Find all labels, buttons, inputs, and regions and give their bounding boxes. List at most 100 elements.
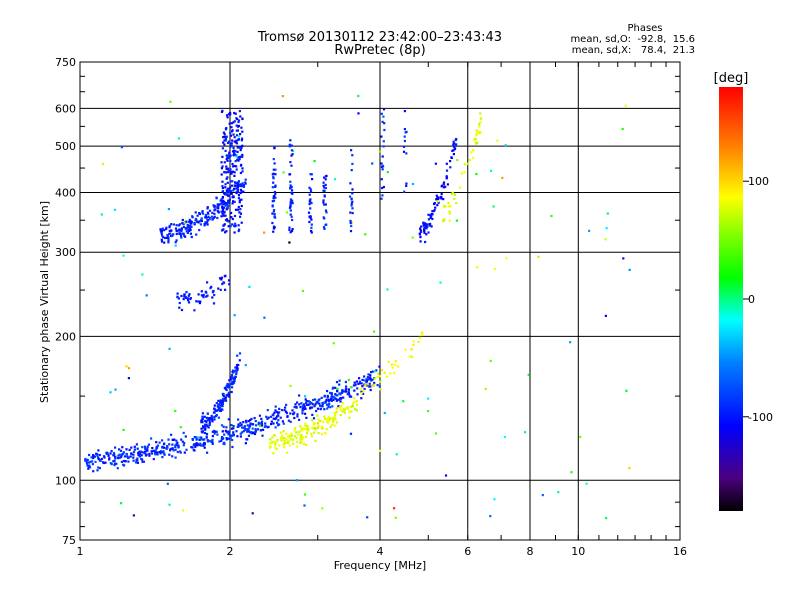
echo-point [251, 432, 255, 435]
echo-point [239, 435, 242, 438]
echo-point [291, 409, 294, 412]
echo-point [334, 397, 337, 400]
echo-point [181, 218, 184, 222]
echo-point [350, 224, 353, 228]
echo-point [379, 388, 382, 391]
echo-point [193, 309, 196, 312]
echo-point [373, 370, 376, 373]
y-tick-label: 200 [55, 330, 76, 343]
echo-point [177, 446, 180, 449]
echo-point [85, 460, 88, 463]
echo-point [225, 438, 228, 441]
echo-point [226, 116, 229, 119]
echo-point [272, 176, 275, 179]
echo-point [236, 435, 239, 438]
echo-point [329, 417, 332, 420]
data-points [84, 94, 631, 520]
echo-point [570, 471, 573, 474]
echo-point [118, 456, 121, 459]
echo-point [236, 189, 240, 192]
echo-point [204, 423, 207, 426]
echo-point [350, 204, 353, 207]
echo-point [442, 198, 445, 201]
echo-point [254, 428, 257, 431]
echo-point [355, 409, 358, 412]
echo-point [463, 171, 466, 174]
echo-point [452, 143, 455, 146]
echo-point [170, 223, 173, 226]
echo-point [381, 120, 384, 123]
echo-point [247, 427, 250, 431]
echo-point [351, 188, 354, 191]
echo-point [452, 153, 455, 156]
echo-point [299, 441, 302, 444]
echo-point [235, 142, 239, 145]
echo-point [224, 274, 227, 277]
echo-point [154, 451, 157, 454]
echo-point [237, 229, 240, 233]
echo-point [177, 229, 180, 232]
echo-point [183, 441, 186, 445]
echo-point [274, 193, 277, 196]
echo-point [579, 435, 582, 438]
echo-point [274, 185, 277, 188]
echo-point [114, 455, 117, 458]
echo-point [298, 418, 301, 421]
echo-point [479, 112, 482, 115]
echo-point [274, 173, 277, 176]
echo-point [231, 162, 234, 166]
echo-point [278, 407, 281, 410]
echo-point [175, 239, 178, 242]
echo-point [191, 438, 194, 441]
echo-point [168, 224, 171, 227]
echo-point [143, 445, 146, 448]
echo-point [200, 219, 203, 223]
echo-point [213, 212, 216, 215]
echo-point [342, 390, 345, 393]
echo-point [301, 429, 304, 432]
echo-point [240, 155, 243, 158]
echo-point [293, 429, 296, 432]
echo-point [228, 152, 231, 155]
echo-point [345, 385, 348, 388]
echo-point [373, 383, 376, 386]
echo-point [314, 403, 317, 406]
echo-point [448, 210, 451, 213]
echo-point [452, 140, 455, 143]
echo-point [386, 171, 389, 174]
echo-point [224, 149, 227, 152]
echo-point [231, 223, 234, 226]
echo-point [365, 378, 368, 381]
echo-point [373, 381, 376, 384]
echo-point [225, 394, 228, 397]
echo-point [317, 418, 320, 421]
echo-point [226, 181, 229, 184]
echo-point [444, 205, 447, 208]
echo-point [252, 423, 255, 426]
echo-point [271, 221, 274, 225]
echo-point [122, 463, 125, 466]
echo-point [223, 203, 226, 206]
echo-point [477, 130, 480, 133]
echo-point [85, 462, 89, 465]
echo-point [428, 224, 432, 227]
echo-point [537, 255, 540, 258]
echo-point [220, 161, 223, 164]
echo-point [239, 171, 242, 175]
echo-point [152, 458, 155, 461]
echo-point [283, 436, 286, 440]
echo-point [203, 426, 206, 429]
echo-point [628, 268, 631, 271]
echo-point [452, 149, 455, 152]
echo-point [98, 467, 101, 470]
x-tick-label: 4 [377, 545, 384, 558]
echo-point [163, 229, 166, 232]
echo-point [232, 189, 235, 192]
echo-point [120, 146, 123, 149]
echo-point [220, 436, 224, 439]
echo-point [201, 211, 204, 214]
echo-point [223, 433, 226, 436]
echo-point [274, 417, 277, 421]
echo-point [378, 150, 381, 153]
